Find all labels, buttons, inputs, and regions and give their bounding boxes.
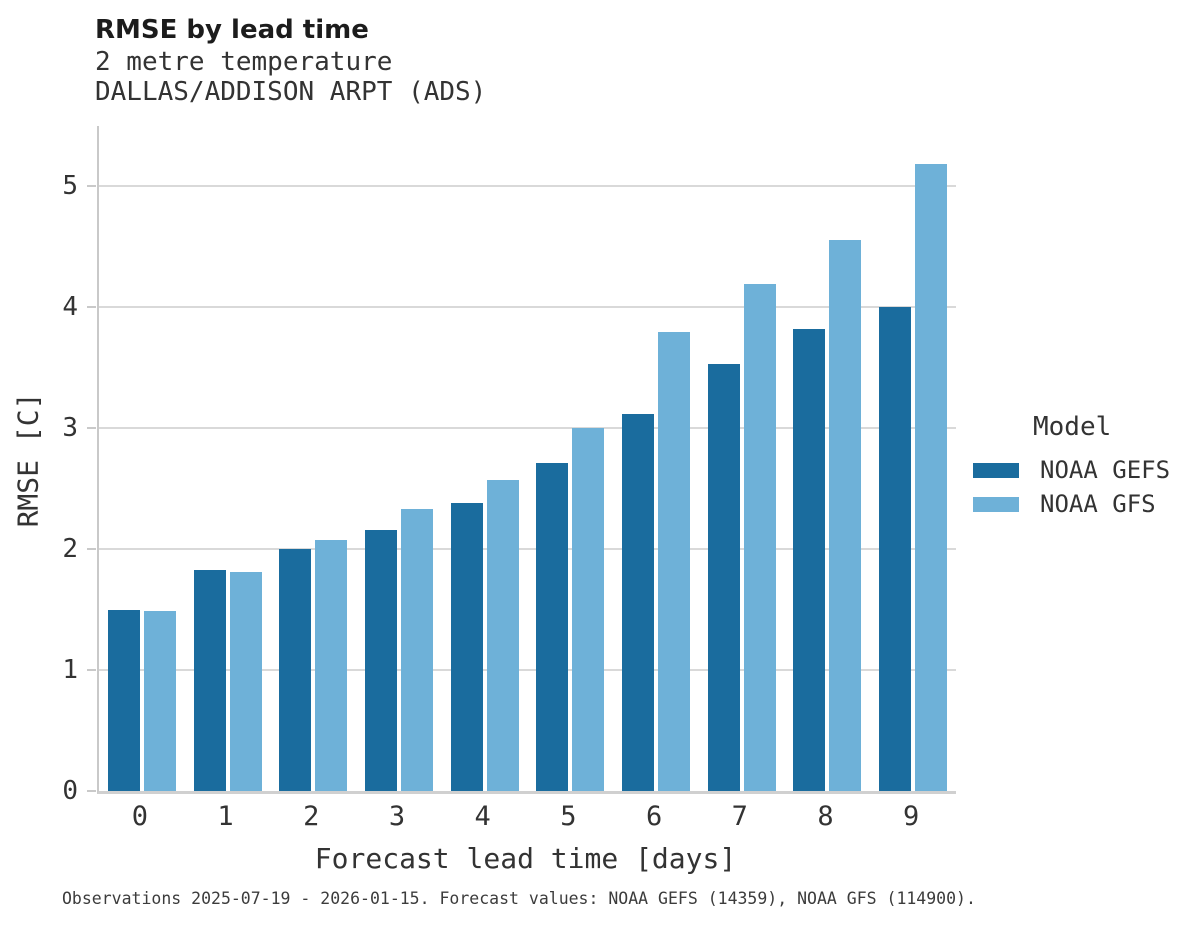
y-tick-label-5: 5 [62,171,78,202]
legend-title: Model [1033,412,1112,442]
x-tick-label-7: 7 [731,801,748,832]
bar-noaa-gfs-4 [486,480,519,791]
x-tick-label-8: 8 [817,801,834,832]
x-tick-label-2: 2 [303,801,320,832]
plot-area [97,126,956,794]
y-tick-mark-1 [87,669,96,672]
legend-item-label: NOAA GEFS [1040,456,1171,484]
x-tick-label-9: 9 [903,801,920,832]
y-tick-label-3: 3 [62,413,78,444]
y-tick-mark-0 [87,790,96,792]
bar-group-7 [699,284,785,791]
y-tick-mark-3 [87,427,96,430]
x-tick-label-5: 5 [560,801,577,832]
y-tick-label-2: 2 [62,534,78,565]
legend-item-label: NOAA GFS [1040,490,1156,518]
gridline-y-3 [99,427,956,430]
bar-group-2 [270,539,356,791]
x-tick-label-1: 1 [217,801,234,832]
bar-noaa-gfs-0 [143,610,176,791]
legend-item-noaa-gefs: NOAA GEFS [973,453,1170,487]
gridline-y-2 [99,548,956,551]
bar-noaa-gefs-8 [793,329,826,791]
bar-noaa-gefs-4 [450,503,483,791]
x-axis-title: Forecast lead time [days] [314,842,737,875]
bar-noaa-gefs-3 [364,529,397,791]
bar-group-6 [613,331,699,791]
gridline-y-4 [99,306,956,309]
y-tick-mark-2 [87,548,96,551]
bar-noaa-gfs-9 [915,163,948,791]
y-tick-label-4: 4 [62,292,78,323]
x-tick-label-4: 4 [474,801,491,832]
chart-subtitle-station: DALLAS/ADDISON ARPT (ADS) [95,77,487,107]
bar-noaa-gefs-0 [107,609,140,791]
bar-noaa-gfs-1 [229,572,262,791]
y-tick-mark-4 [87,306,96,309]
caption: Observations 2025-07-19 - 2026-01-15. Fo… [62,889,976,908]
y-tick-label-1: 1 [62,655,78,686]
bar-group-4 [442,480,528,791]
y-tick-mark-5 [87,185,96,188]
bar-noaa-gfs-5 [572,428,605,791]
bar-noaa-gefs-1 [193,569,226,791]
bar-noaa-gefs-7 [707,364,740,791]
bar-group-5 [528,428,614,791]
gridline-y-5 [99,185,956,188]
legend-swatch-icon [973,496,1019,512]
legend-items: NOAA GEFS NOAA GFS [973,453,1170,521]
chart-title: RMSE by lead time [95,15,369,45]
bar-group-0 [99,609,185,791]
legend-item-noaa-gfs: NOAA GFS [973,487,1170,521]
bar-group-1 [185,569,271,791]
bar-noaa-gfs-2 [315,539,348,791]
bar-noaa-gfs-7 [743,284,776,791]
bar-group-9 [870,163,956,791]
bar-noaa-gefs-2 [279,549,312,791]
bar-noaa-gfs-6 [658,331,691,791]
title-block: RMSE by lead time 2 metre temperature DA… [95,14,486,107]
x-axis-tick-labels: 0 1 2 3 4 5 6 7 8 9 [97,801,954,832]
x-tick-label-3: 3 [388,801,406,832]
bar-noaa-gfs-3 [400,509,433,791]
bar-group-3 [356,509,442,791]
x-tick-label-6: 6 [645,801,663,832]
bar-group-8 [785,239,871,791]
bar-noaa-gefs-6 [622,413,655,791]
x-tick-label-0: 0 [131,801,148,832]
legend-swatch-icon [973,462,1019,478]
y-tick-label-0: 0 [62,776,78,806]
bar-noaa-gefs-9 [879,307,912,791]
bars-layer [99,126,956,791]
legend: Model NOAA GEFS NOAA GFS [973,412,1170,521]
bar-noaa-gefs-5 [536,463,569,791]
bar-noaa-gfs-8 [829,239,862,791]
gridline-y-1 [99,669,956,672]
chart-subtitle-variable: 2 metre temperature [95,47,393,77]
